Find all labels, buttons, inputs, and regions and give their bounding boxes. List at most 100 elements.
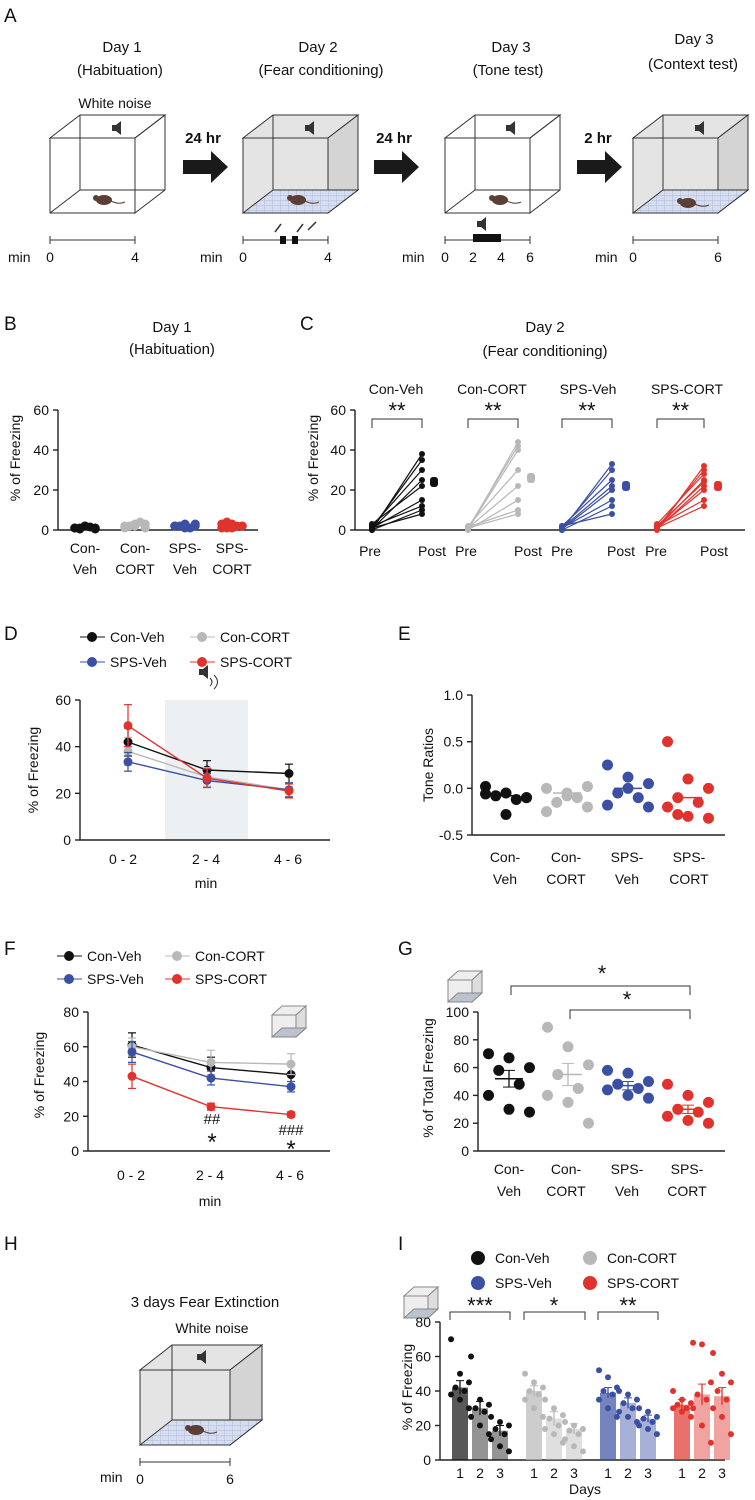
- data-point: [127, 1071, 137, 1081]
- data-point: [596, 1367, 603, 1374]
- hash-mark: ##: [204, 1111, 221, 1128]
- x-tick-label: CORT: [115, 561, 155, 577]
- y-tick-label: 40: [63, 1074, 79, 1090]
- data-point: [488, 1413, 495, 1420]
- subject-line: [371, 509, 423, 531]
- x-tick-label: Con-: [494, 1161, 525, 1177]
- data-point: [555, 1422, 562, 1429]
- y-axis-label: % of Freezing: [399, 1344, 415, 1430]
- data-point: [609, 497, 615, 503]
- data-point: [202, 773, 212, 783]
- data-point: [562, 1436, 569, 1443]
- subject-line: [656, 481, 705, 527]
- cage-icon: [138, 1343, 264, 1447]
- data-point: [642, 801, 654, 813]
- y-tick-label: 20: [415, 1418, 431, 1434]
- data-point: [127, 1047, 137, 1057]
- arrow-icon: [183, 151, 228, 183]
- data-point: [500, 808, 512, 820]
- time-tick: 4: [497, 249, 505, 265]
- data-point: [622, 771, 634, 783]
- panel-letter-b: B: [4, 314, 17, 335]
- x-tick-label: Pre: [455, 543, 477, 559]
- data-point: [692, 1106, 704, 1118]
- data-point: [500, 787, 512, 799]
- legend-label: Con-CORT: [457, 381, 527, 397]
- context-cage-icon: [402, 1285, 440, 1320]
- y-tick-label: 80: [453, 1032, 469, 1048]
- data-point: [531, 1405, 537, 1412]
- data-point: [701, 503, 707, 509]
- x-tick-label: 1: [604, 1465, 612, 1481]
- data-point: [702, 782, 714, 794]
- data-point: [515, 467, 521, 473]
- data-point: [419, 457, 425, 463]
- x-tick-label: 3: [570, 1465, 578, 1481]
- data-point: [582, 1059, 594, 1071]
- legend-label: Con-CORT: [607, 1250, 677, 1266]
- data-point: [419, 511, 425, 517]
- stage-2-phase: (Fear conditioning): [258, 62, 383, 79]
- y-tick-label: 0: [63, 832, 71, 848]
- data-point: [551, 1431, 557, 1438]
- y-tick-label: 60: [453, 1060, 469, 1076]
- x-tick-label: CORT: [546, 871, 586, 887]
- x-tick-label: Post: [514, 543, 542, 559]
- data-point: [620, 1400, 627, 1407]
- data-point: [501, 1431, 508, 1438]
- data-point: [539, 1413, 546, 1420]
- x-tick-label: 3: [496, 1465, 504, 1481]
- data-point: [682, 1114, 694, 1126]
- data-point: [629, 1405, 636, 1412]
- data-point: [653, 1431, 660, 1438]
- data-point: [633, 1396, 640, 1403]
- panel-letter-f: F: [4, 939, 16, 960]
- y-axis: 0 20 40 60 80: [415, 1314, 440, 1468]
- x-tick-label: Veh: [173, 561, 197, 577]
- data-point: [707, 1439, 714, 1446]
- data-point: [609, 1391, 616, 1398]
- data-point: [649, 1419, 656, 1426]
- x-tick-label: Post: [418, 543, 446, 559]
- x-tick-label: Veh: [493, 871, 517, 887]
- data-point: [654, 525, 660, 531]
- data-point: [612, 787, 624, 799]
- data-point: [546, 1415, 553, 1422]
- data-point: [206, 1102, 216, 1112]
- data-point: [622, 1089, 634, 1101]
- stage-1-day: Day 1: [102, 39, 141, 56]
- panel-a: A Day 1 (Habituation) Day 2 (Fear condit…: [4, 6, 750, 265]
- mean-marker: [527, 473, 535, 483]
- data-point: [636, 1422, 643, 1429]
- x-axis-labels: 0 - 2 2 - 4 4 - 6 min: [109, 851, 302, 891]
- data-point: [625, 1413, 631, 1420]
- data-point: [682, 810, 694, 822]
- data-point: [120, 523, 130, 533]
- data-point: [452, 1384, 459, 1391]
- data-point: [562, 1096, 574, 1108]
- legend-label: SPS-CORT: [195, 971, 268, 987]
- bar: [526, 1391, 542, 1460]
- data-point: [535, 1391, 542, 1398]
- y-axis: 0 20 40 60: [55, 692, 80, 848]
- x-tick-label: Veh: [73, 561, 97, 577]
- y-tick-label: 20: [453, 1115, 469, 1131]
- time-tick: 0: [136, 1471, 144, 1487]
- data-point: [622, 1067, 634, 1079]
- sig-star: *: [623, 987, 632, 1012]
- legend-label: SPS-Veh: [495, 1275, 552, 1291]
- sig-star: *: [286, 1136, 295, 1163]
- data-point: [616, 1408, 623, 1415]
- data-point: [369, 525, 375, 531]
- x-tick-label: 2: [550, 1465, 558, 1481]
- sig-star: **: [619, 1293, 637, 1318]
- data-point: [605, 1374, 611, 1381]
- data-point: [683, 1405, 690, 1412]
- time-unit: min: [402, 249, 425, 265]
- data-point: [674, 1401, 681, 1408]
- subject-line: [561, 485, 613, 529]
- panel-letter-c: C: [300, 314, 314, 335]
- data-point: [625, 1391, 631, 1398]
- x-tick-label: SPS-: [671, 1161, 704, 1177]
- data-point: [472, 1405, 479, 1412]
